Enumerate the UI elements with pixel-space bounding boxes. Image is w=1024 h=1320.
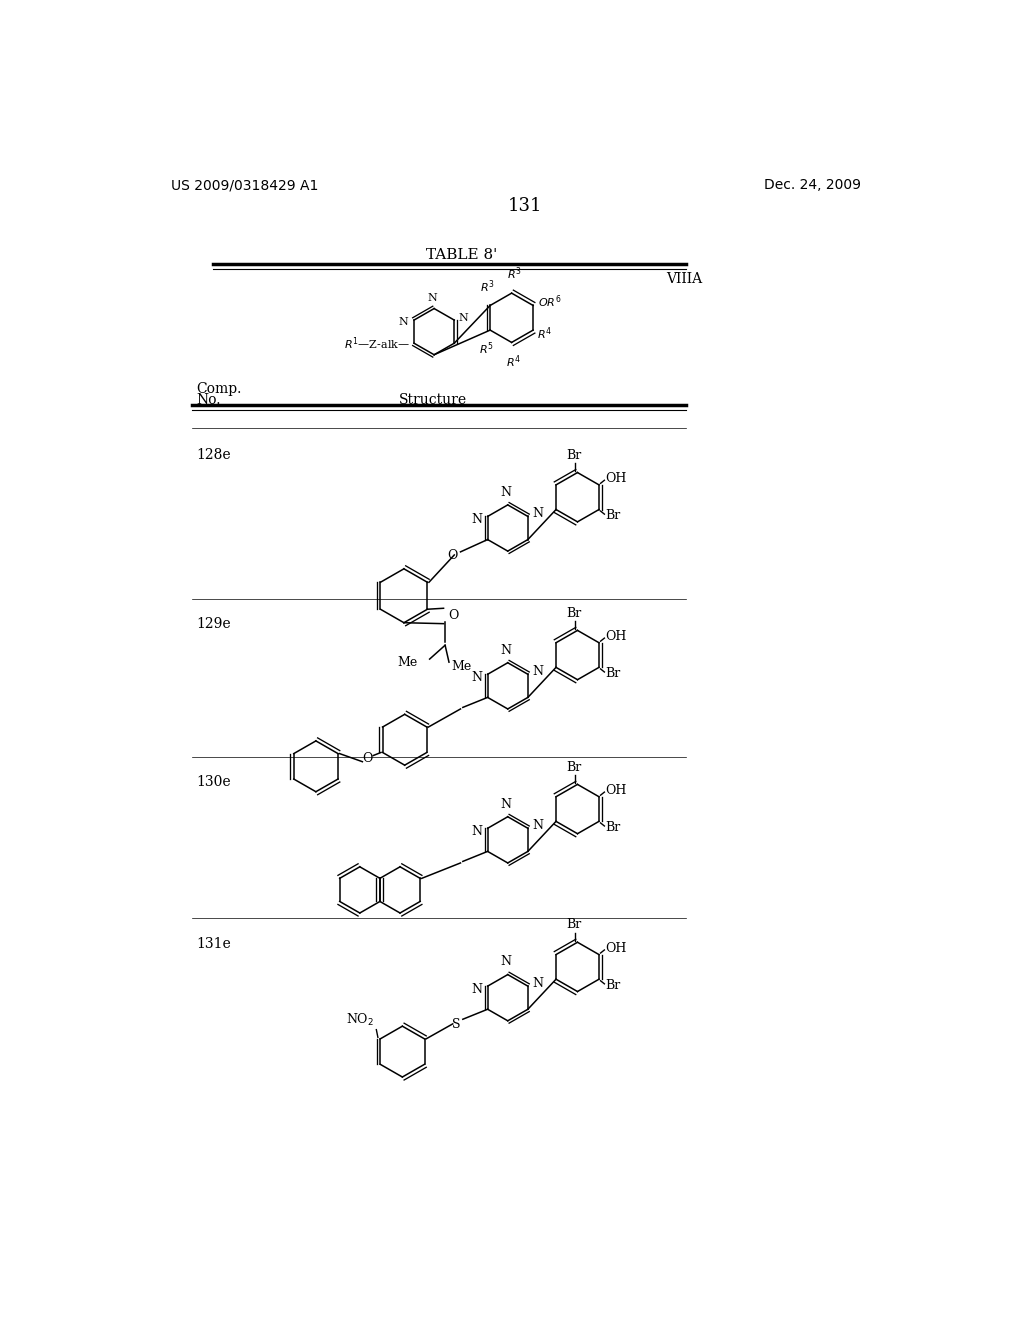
Text: O: O xyxy=(361,752,373,766)
Text: Br: Br xyxy=(566,760,582,774)
Text: N: N xyxy=(532,818,544,832)
Text: Br: Br xyxy=(566,607,582,619)
Text: 131e: 131e xyxy=(197,937,231,950)
Text: S: S xyxy=(453,1018,461,1031)
Text: 128e: 128e xyxy=(197,447,230,462)
Text: TABLE 8': TABLE 8' xyxy=(426,248,497,261)
Text: Comp.: Comp. xyxy=(197,383,242,396)
Text: $R^3$: $R^3$ xyxy=(479,279,495,294)
Text: US 2009/0318429 A1: US 2009/0318429 A1 xyxy=(171,178,318,193)
Text: $OR^6$: $OR^6$ xyxy=(538,293,561,310)
Text: 130e: 130e xyxy=(197,775,230,789)
Text: N: N xyxy=(501,486,512,499)
Text: $R^3$: $R^3$ xyxy=(507,265,521,282)
Text: N: N xyxy=(398,317,409,327)
Text: Br: Br xyxy=(566,449,582,462)
Text: N: N xyxy=(532,665,544,677)
Text: VIIIA: VIIIA xyxy=(667,272,702,286)
Text: N: N xyxy=(532,507,544,520)
Text: Dec. 24, 2009: Dec. 24, 2009 xyxy=(764,178,860,193)
Text: $R^4$: $R^4$ xyxy=(537,326,552,342)
Text: NO$_2$: NO$_2$ xyxy=(346,1012,374,1028)
Text: N: N xyxy=(458,313,468,323)
Text: Me: Me xyxy=(397,656,418,669)
Text: N: N xyxy=(471,513,482,527)
Text: Br: Br xyxy=(605,667,621,680)
Text: Me: Me xyxy=(452,660,472,673)
Text: Structure: Structure xyxy=(399,393,467,407)
Text: No.: No. xyxy=(197,393,221,407)
Text: Br: Br xyxy=(605,510,621,523)
Text: 129e: 129e xyxy=(197,618,230,631)
Text: OH: OH xyxy=(605,942,627,954)
Text: OH: OH xyxy=(605,473,627,486)
Text: $R^5$: $R^5$ xyxy=(479,341,494,358)
Text: N: N xyxy=(501,956,512,969)
Text: Br: Br xyxy=(605,979,621,991)
Text: $R^4$: $R^4$ xyxy=(506,354,520,370)
Text: Br: Br xyxy=(605,821,621,834)
Text: N: N xyxy=(471,671,482,684)
Text: N: N xyxy=(501,644,512,656)
Text: N: N xyxy=(501,797,512,810)
Text: OH: OH xyxy=(605,630,627,643)
Text: N: N xyxy=(428,293,437,304)
Text: N: N xyxy=(471,825,482,838)
Text: O: O xyxy=(446,549,457,562)
Text: N: N xyxy=(471,982,482,995)
Text: 131: 131 xyxy=(508,197,542,215)
Text: Br: Br xyxy=(566,919,582,932)
Text: O: O xyxy=(449,610,459,623)
Text: N: N xyxy=(532,977,544,990)
Text: OH: OH xyxy=(605,784,627,797)
Text: $R^1$—Z-alk—: $R^1$—Z-alk— xyxy=(344,335,411,351)
